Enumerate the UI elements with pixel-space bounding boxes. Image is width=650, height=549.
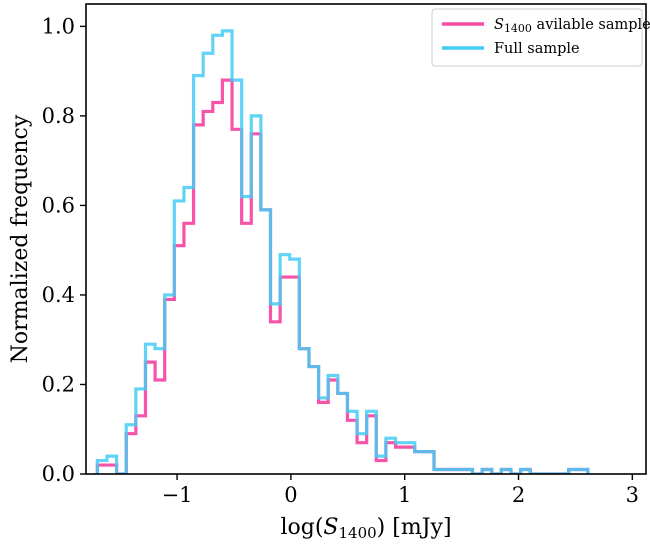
legend-box	[431, 8, 643, 67]
axis-ticks: −1 0 1 2 3 0.0 0.2 0.4 0.6 0.8 1.0	[42, 14, 639, 507]
x-axis-label: log(S1400) [mJy]	[280, 515, 451, 542]
y-tick-label: 0.4	[42, 283, 75, 307]
legend: S1400 avilable sample Full sample	[431, 8, 650, 67]
y-tick-label: 0.2	[42, 372, 75, 396]
legend-label-series-2: Full sample	[494, 41, 580, 57]
series-2-line	[95, 29, 590, 474]
y-tick-label: 0.8	[42, 104, 75, 128]
plot-frame	[85, 3, 647, 475]
y-axis-label: Normalized frequency	[8, 114, 33, 363]
series-1-line	[95, 78, 590, 474]
series-group	[95, 29, 590, 474]
x-tick-label: 1	[398, 483, 411, 507]
x-tick-label: −1	[162, 483, 193, 507]
y-tick-label: 1.0	[42, 14, 75, 38]
y-tick-label: 0.0	[42, 462, 75, 486]
legend-label-series-1: S1400 avilable sample	[494, 17, 650, 35]
y-tick-label: 0.6	[42, 193, 75, 217]
x-tick-label: 0	[284, 483, 297, 507]
x-tick-label: 3	[626, 483, 639, 507]
x-tick-label: 2	[512, 483, 525, 507]
